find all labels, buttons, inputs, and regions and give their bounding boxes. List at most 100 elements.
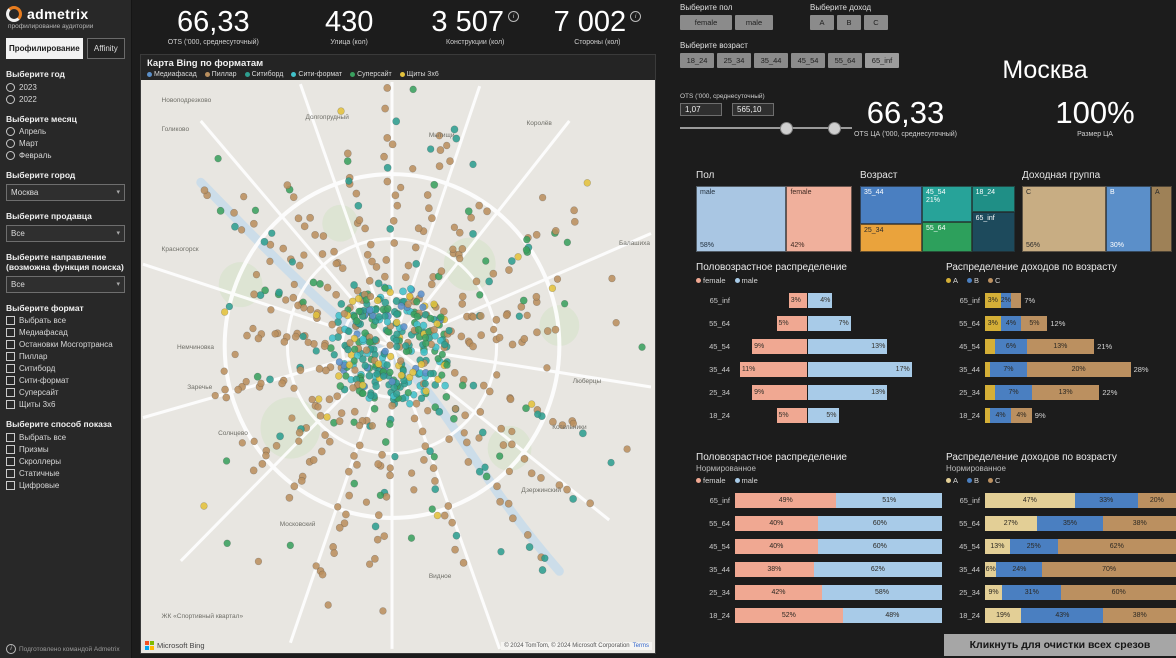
bar-female[interactable]: 5%	[776, 316, 807, 331]
slider-knob-left[interactable]	[779, 122, 793, 135]
bar-segment-B[interactable]: 35%	[1036, 516, 1104, 531]
bar-segment-B[interactable]: 31%	[1002, 585, 1062, 600]
treemap-cell-65_inf[interactable]: 65_inf	[971, 212, 1015, 252]
bar-segment-A[interactable]: 27%	[985, 516, 1037, 531]
radio-month-april[interactable]: Апрель	[6, 127, 125, 137]
bar-segment-A[interactable]: 47%	[985, 493, 1075, 508]
clear-all-slicers-button[interactable]: Кликнуть для очистки всех срезов	[944, 634, 1176, 656]
checkbox-format-billboard3x6[interactable]: Щиты 3х6	[6, 400, 125, 410]
gender-button-male[interactable]: male	[735, 15, 773, 30]
checkbox-display-select-all[interactable]: Выбрать все	[6, 433, 125, 442]
age-button-45-54[interactable]: 45_54	[791, 53, 825, 68]
age-button-35-44[interactable]: 35_44	[754, 53, 788, 68]
checkbox-format-supersite[interactable]: Суперсайт	[6, 388, 125, 398]
bar-segment-A[interactable]	[985, 408, 991, 423]
treemap-cell-B[interactable]: B 30%	[1106, 186, 1151, 252]
bar-male[interactable]: 7%	[808, 316, 851, 331]
age-button-55-64[interactable]: 55_64	[828, 53, 862, 68]
income-button-a[interactable]: A	[810, 15, 834, 30]
bar-segment-A[interactable]: 3%	[985, 293, 1001, 308]
bar-male[interactable]: 17%	[808, 362, 912, 377]
treemap-cell-35_44[interactable]: 35_44	[860, 186, 922, 224]
bar-segment-C[interactable]: 13%	[1026, 339, 1095, 354]
radio-year-2023[interactable]: 2023	[6, 82, 125, 92]
treemap-cell-55_64[interactable]: 55_64	[922, 222, 972, 252]
bar-segment-female[interactable]: 49%	[735, 493, 837, 508]
bar-segment-C[interactable]: 38%	[1103, 516, 1176, 531]
bar-segment-C[interactable]: 60%	[1061, 585, 1176, 600]
gender-button-female[interactable]: female	[680, 15, 732, 30]
bar-segment-B[interactable]: 2%	[1000, 293, 1011, 308]
bar-segment-C[interactable]: 5%	[1021, 316, 1048, 331]
bar-female[interactable]: 9%	[752, 339, 807, 354]
seller-dropdown[interactable]: Все ▾	[6, 224, 125, 242]
checkbox-display-static[interactable]: Статичные	[6, 469, 125, 478]
tab-profiling[interactable]: Профилирование	[6, 38, 83, 59]
checkbox-format-select-all[interactable]: Выбрать все	[6, 316, 125, 326]
bar-segment-female[interactable]: 40%	[735, 516, 818, 531]
treemap-cell-C[interactable]: C 56%	[1022, 186, 1106, 252]
bar-segment-C[interactable]: 62%	[1057, 539, 1176, 554]
radio-year-2022[interactable]: 2022	[6, 94, 125, 104]
age-button-65-inf[interactable]: 65_inf	[865, 53, 899, 68]
treemap-cell-male[interactable]: male 58%	[696, 186, 787, 252]
bar-segment-male[interactable]: 58%	[821, 585, 942, 600]
bar-segment-female[interactable]: 40%	[735, 539, 818, 554]
tab-affinity[interactable]: Affinity	[86, 38, 125, 59]
checkbox-format-cityformat[interactable]: Сити-формат	[6, 376, 125, 386]
income-button-b[interactable]: B	[837, 15, 861, 30]
bar-female[interactable]: 5%	[776, 408, 807, 423]
bar-segment-male[interactable]: 60%	[817, 516, 942, 531]
bar-segment-B[interactable]: 7%	[990, 362, 1027, 377]
radio-month-march[interactable]: Март	[6, 139, 125, 149]
ots-min-input[interactable]: 1,07	[680, 103, 722, 116]
treemap-cell-18_24[interactable]: 18_24	[971, 186, 1015, 213]
bar-segment-C[interactable]: 70%	[1042, 562, 1176, 577]
bar-segment-C[interactable]: 13%	[1031, 385, 1100, 400]
bar-segment-male[interactable]: 51%	[836, 493, 942, 508]
bar-segment-B[interactable]: 7%	[995, 385, 1032, 400]
bar-male[interactable]: 13%	[808, 339, 888, 354]
treemap-cell-female[interactable]: female 42%	[786, 186, 852, 252]
bing-map[interactable]: Microsoft Bing © 2024 TomTom, © 2024 Mic…	[141, 80, 655, 653]
bar-segment-A[interactable]	[985, 362, 991, 377]
checkbox-format-cityboard[interactable]: Ситиборд	[6, 364, 125, 374]
checkbox-display-scrollers[interactable]: Скроллеры	[6, 457, 125, 466]
bar-segment-A[interactable]	[985, 339, 996, 354]
bar-segment-female[interactable]: 52%	[735, 608, 843, 623]
bar-segment-B[interactable]: 4%	[1000, 316, 1022, 331]
bar-male[interactable]: 5%	[808, 408, 839, 423]
treemap-cell-45_54[interactable]: 45_54 21%	[922, 186, 972, 223]
bar-segment-male[interactable]: 48%	[842, 608, 942, 623]
info-icon[interactable]: i	[630, 11, 642, 22]
bar-segment-C[interactable]: 4%	[1010, 408, 1032, 423]
bar-female[interactable]: 3%	[788, 293, 807, 308]
bar-segment-B[interactable]: 25%	[1009, 539, 1058, 554]
bar-segment-A[interactable]: 9%	[985, 585, 1003, 600]
slider-track[interactable]	[680, 127, 852, 129]
bar-segment-female[interactable]: 38%	[735, 562, 814, 577]
treemap-cell-A[interactable]: A	[1151, 186, 1172, 252]
bar-segment-B[interactable]: 33%	[1074, 493, 1138, 508]
city-dropdown[interactable]: Москва ▾	[6, 183, 125, 201]
bar-female[interactable]: 9%	[752, 385, 807, 400]
checkbox-display-prisms[interactable]: Призмы	[6, 445, 125, 454]
bar-segment-C[interactable]: 20%	[1137, 493, 1176, 508]
bar-segment-B[interactable]: 6%	[995, 339, 1027, 354]
treemap-cell-25_34[interactable]: 25_34	[860, 223, 922, 252]
bar-segment-A[interactable]: 3%	[985, 316, 1001, 331]
bar-segment-B[interactable]: 24%	[996, 562, 1043, 577]
bar-segment-A[interactable]: 13%	[985, 539, 1010, 554]
checkbox-display-digital[interactable]: Цифровые	[6, 481, 125, 490]
income-button-c[interactable]: C	[864, 15, 888, 30]
bar-segment-C[interactable]	[1010, 293, 1022, 308]
bar-female[interactable]: 11%	[739, 362, 807, 377]
bar-segment-B[interactable]: 43%	[1021, 608, 1104, 623]
bar-segment-A[interactable]	[985, 385, 996, 400]
slider-knob-right[interactable]	[827, 122, 841, 135]
direction-dropdown[interactable]: Все ▾	[6, 275, 125, 293]
terms-link[interactable]: Terms	[632, 643, 649, 649]
bar-segment-male[interactable]: 62%	[813, 562, 942, 577]
ots-max-input[interactable]: 565,10	[732, 103, 774, 116]
age-button-18-24[interactable]: 18_24	[680, 53, 714, 68]
